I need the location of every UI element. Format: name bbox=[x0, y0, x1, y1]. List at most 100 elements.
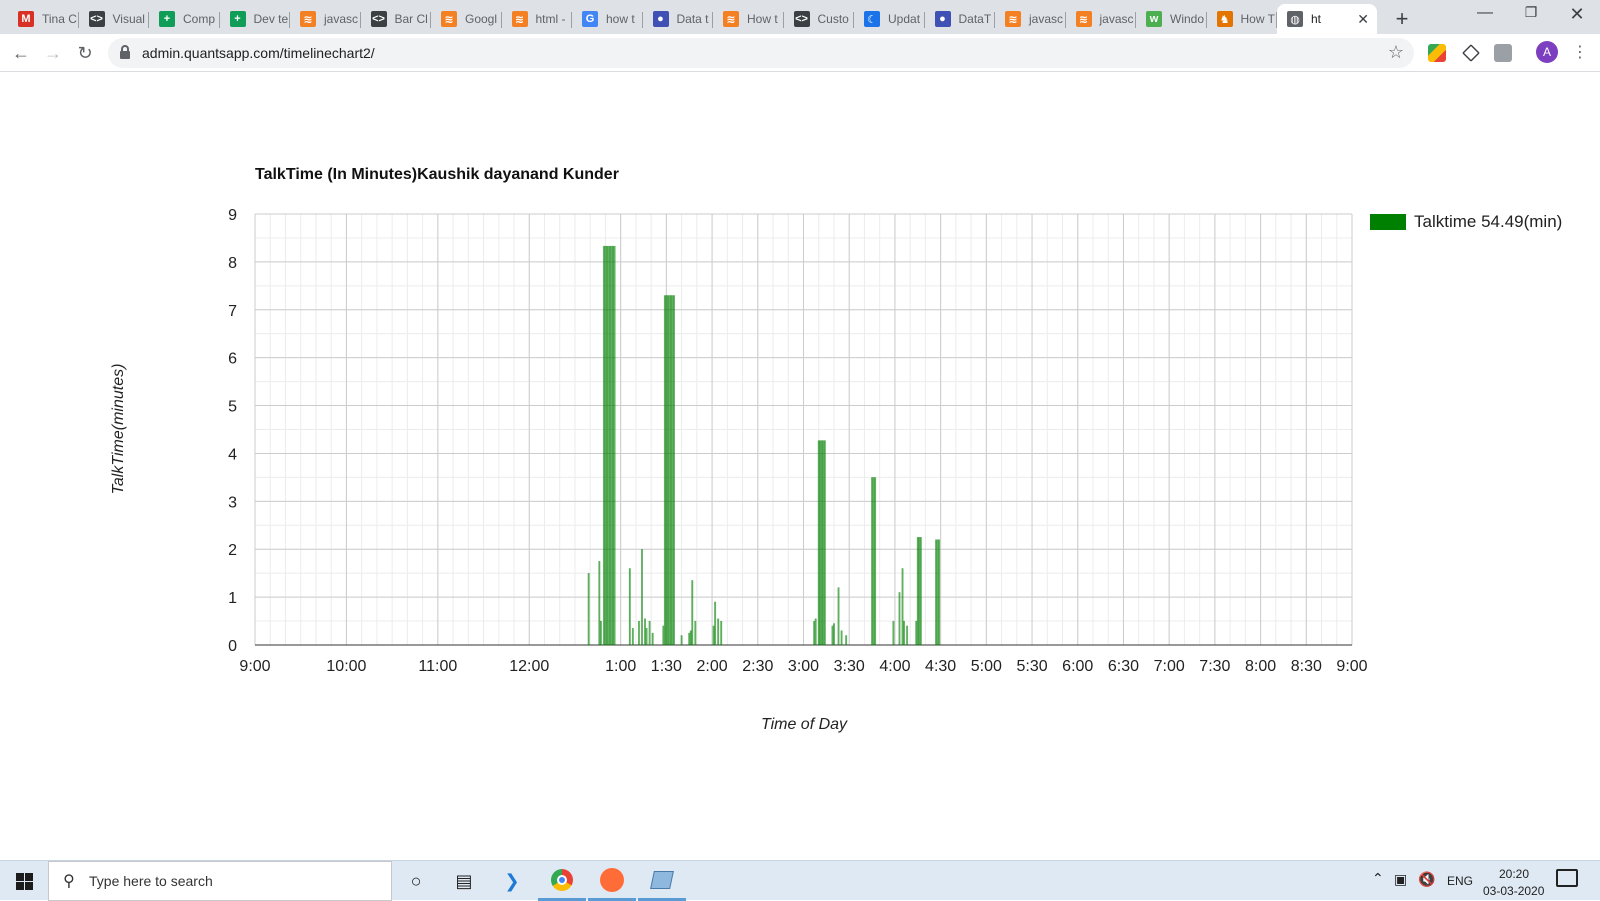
bar bbox=[680, 635, 683, 646]
browser-tab[interactable]: ≋ Googl bbox=[431, 4, 502, 34]
tab-label: DataT bbox=[958, 12, 992, 26]
clock-time[interactable]: 20:20 bbox=[1499, 867, 1530, 881]
tab-label: javasc bbox=[1029, 12, 1064, 26]
reload-icon[interactable]: ↻ bbox=[77, 43, 93, 63]
x-tick-label: 4:00 bbox=[879, 658, 910, 675]
close-window-button[interactable]: ✕ bbox=[1569, 4, 1585, 24]
x-tick-label: 6:00 bbox=[1062, 658, 1093, 675]
globe-icon: ◍ bbox=[1287, 11, 1303, 27]
cortana-icon[interactable]: ○ bbox=[410, 870, 422, 891]
browser-tab[interactable]: ☾ Updat bbox=[854, 4, 925, 34]
speaker-muted-icon[interactable]: 🔇 bbox=[1418, 871, 1436, 887]
browser-tab[interactable]: ● Data t bbox=[643, 4, 713, 34]
browser-tab[interactable]: ≋ javasc bbox=[995, 4, 1066, 34]
show-hidden-icons-chevron-icon[interactable]: ⌃ bbox=[1372, 870, 1384, 886]
windows-start-button[interactable] bbox=[0, 861, 48, 901]
stackoverflow-icon: ≋ bbox=[723, 11, 739, 27]
back-arrow-icon[interactable]: ← bbox=[12, 43, 30, 63]
browser-tab[interactable]: <> Visual bbox=[79, 4, 149, 34]
postman-icon[interactable] bbox=[588, 861, 636, 901]
browser-tab[interactable]: <> Bar Cl bbox=[361, 4, 431, 34]
bar bbox=[613, 245, 616, 646]
restore-button[interactable]: ❐ bbox=[1524, 4, 1538, 20]
tab-separator bbox=[782, 12, 784, 28]
bar bbox=[823, 440, 826, 646]
profile-avatar[interactable]: A bbox=[1536, 41, 1558, 63]
bar bbox=[672, 295, 675, 646]
bar bbox=[637, 620, 640, 646]
x-tick-label: 2:30 bbox=[742, 658, 773, 675]
bar bbox=[938, 539, 941, 646]
x-tick-label: 6:30 bbox=[1108, 658, 1139, 675]
tab-separator bbox=[77, 12, 79, 28]
bar bbox=[628, 568, 631, 646]
bookmark-star-icon[interactable]: ☆ bbox=[1387, 42, 1404, 62]
browser-tab[interactable]: ≋ html - bbox=[502, 4, 572, 34]
tab-separator bbox=[923, 12, 925, 28]
windows-taskbar: ⚲ Type here to search ○ ▤ ❯ ⌃ ▣ 🔇 ENG 20… bbox=[0, 860, 1600, 901]
minimize-button[interactable]: — bbox=[1477, 4, 1493, 21]
chrome-icon[interactable] bbox=[538, 861, 586, 901]
bar bbox=[717, 618, 720, 646]
x-tick-label: 3:30 bbox=[834, 658, 865, 675]
browser-tab[interactable]: + Comp bbox=[149, 4, 220, 34]
tab-separator bbox=[289, 12, 290, 28]
tab-label: Data t bbox=[676, 12, 709, 26]
vscode-icon[interactable]: ❯ bbox=[504, 870, 520, 891]
google-icon: G bbox=[582, 11, 598, 27]
tab-separator bbox=[359, 12, 361, 28]
google-sheets-icon: + bbox=[159, 11, 175, 27]
bar bbox=[714, 601, 717, 646]
bar bbox=[837, 587, 840, 646]
browser-tab[interactable]: ♞ How T bbox=[1207, 4, 1277, 34]
tab-separator bbox=[641, 12, 643, 28]
tab-close-icon[interactable]: ✕ bbox=[1357, 10, 1369, 27]
address-bar[interactable]: admin.quantsapp.com/timelinechart2/ ☆ bbox=[108, 38, 1414, 68]
notepad-icon[interactable] bbox=[638, 861, 686, 901]
browser-tab[interactable]: ≋ javasc bbox=[1066, 4, 1136, 34]
tab-label: Tina C bbox=[42, 12, 77, 26]
network-icon[interactable]: ▣ bbox=[1394, 871, 1408, 887]
lock-icon bbox=[120, 45, 130, 59]
input-language[interactable]: ENG bbox=[1447, 874, 1474, 888]
x-tick-label: 5:30 bbox=[1016, 658, 1047, 675]
x-tick-label: 1:00 bbox=[605, 658, 636, 675]
bar bbox=[919, 537, 922, 646]
taskbar-search-placeholder[interactable]: Type here to search bbox=[89, 873, 213, 889]
bar bbox=[874, 477, 877, 646]
tab-label: Custo bbox=[817, 12, 849, 26]
y-tick-label: 7 bbox=[228, 303, 237, 320]
chart-legend[interactable]: Talktime 54.49(min) bbox=[1370, 212, 1562, 232]
forward-arrow-icon[interactable]: → bbox=[44, 43, 62, 63]
x-tick-label: 4:30 bbox=[925, 658, 956, 675]
browser-tab[interactable]: + Dev te bbox=[220, 4, 290, 34]
y-tick-label: 0 bbox=[228, 638, 237, 655]
clock-date[interactable]: 03-03-2020 bbox=[1483, 884, 1545, 898]
extension-icon[interactable] bbox=[1428, 44, 1446, 62]
kebab-menu-icon[interactable]: ⋮ bbox=[1572, 44, 1588, 61]
tab-active[interactable]: ◍ ht ✕ bbox=[1277, 4, 1377, 34]
new-tab-button[interactable]: + bbox=[1395, 6, 1409, 31]
browser-tab[interactable]: <> Custo bbox=[784, 4, 854, 34]
tab-label: ht bbox=[1311, 12, 1322, 26]
browser-tab[interactable]: ≋ javasc bbox=[290, 4, 361, 34]
task-view-icon[interactable]: ▤ bbox=[455, 870, 473, 891]
extension-icon[interactable] bbox=[1494, 44, 1512, 62]
url-text[interactable]: admin.quantsapp.com/timelinechart2/ bbox=[142, 45, 375, 61]
x-tick-label: 5:00 bbox=[971, 658, 1002, 675]
browser-tab[interactable]: M Tina C bbox=[8, 4, 79, 34]
datatables-icon: ● bbox=[652, 11, 669, 27]
tab-separator bbox=[500, 12, 502, 28]
taskbar-search-box[interactable]: ⚲ Type here to search bbox=[48, 861, 392, 901]
notifications-icon[interactable] bbox=[1556, 869, 1578, 887]
browser-tab[interactable]: w Windo bbox=[1136, 4, 1207, 34]
tab-label: html - bbox=[535, 12, 566, 26]
browser-tab[interactable]: ≋ How t bbox=[713, 4, 784, 34]
tab-label: javasc bbox=[1099, 12, 1134, 26]
bar bbox=[694, 620, 697, 646]
bar bbox=[845, 635, 848, 646]
browser-tab[interactable]: ● DataT bbox=[925, 4, 995, 34]
tab-label: Updat bbox=[888, 12, 921, 26]
tab-label: How t bbox=[747, 12, 778, 26]
